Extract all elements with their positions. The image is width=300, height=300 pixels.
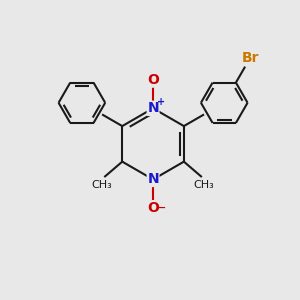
Text: N: N [147, 101, 159, 115]
Text: O: O [147, 73, 159, 87]
Text: CH₃: CH₃ [92, 180, 112, 190]
Text: CH₃: CH₃ [194, 180, 214, 190]
Text: +: + [157, 97, 165, 107]
Text: O: O [147, 201, 159, 215]
Text: N: N [147, 172, 159, 186]
Text: Br: Br [242, 51, 259, 64]
Text: −: − [157, 203, 166, 213]
